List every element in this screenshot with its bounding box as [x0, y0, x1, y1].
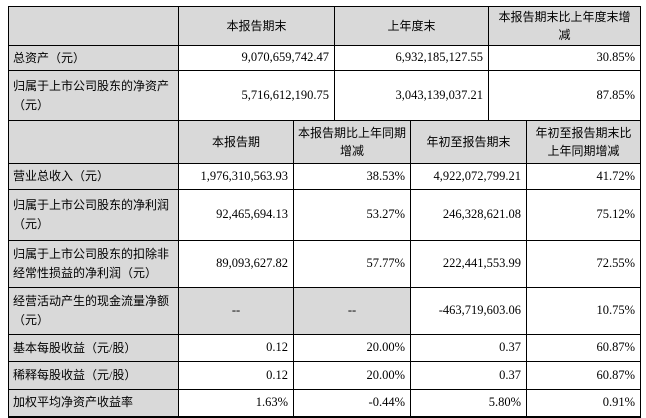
value-cell: 0.37: [410, 361, 527, 390]
value-cell: -0.44%: [293, 389, 411, 418]
value-cell: 75.12%: [526, 189, 641, 241]
table-header-row: 本报告期末 上年度末 本报告期末比上年度末增减: [8, 6, 641, 46]
corner-cell: [8, 120, 179, 164]
table-row: 加权平均净资产收益率 1.63% -0.44% 5.80% 0.91%: [8, 389, 641, 418]
table-row: 归属于上市公司股东的净利润（元） 92,465,694.13 53.27% 246,3…: [8, 189, 641, 241]
table-row: 基本每股收益（元/股） 0.12 20.00% 0.37 60.87%: [8, 334, 641, 362]
table-header-row: 本报告期 本报告期比上年同期增减 年初至报告期末 年初至报告期末比上年同期增减: [8, 120, 641, 164]
value-cell: 246,328,621.08: [410, 189, 527, 241]
column-header: 本报告期末: [178, 6, 335, 46]
value-cell: 0.12: [178, 334, 294, 362]
row-label: 加权平均净资产收益率: [8, 389, 179, 418]
column-header: 年初至报告期末: [410, 120, 527, 164]
value-cell: 0.91%: [526, 389, 641, 418]
period-income-financials-table: 本报告期 本报告期比上年同期增减 年初至报告期末 年初至报告期末比上年同期增减 营业总…: [8, 120, 641, 418]
row-label: 归属于上市公司股东的净利润（元）: [8, 189, 179, 241]
row-label: 营业总收入（元）: [8, 163, 179, 190]
column-header: 本报告期: [178, 120, 294, 164]
value-cell: 4,922,072,799.21: [410, 163, 527, 190]
row-label: 经营活动产生的现金流量净额（元）: [8, 287, 179, 335]
column-header: 本报告期末比上年度末增减: [488, 6, 641, 46]
value-cell: 30.85%: [488, 45, 641, 71]
value-cell: 3,043,139,037.21: [334, 70, 489, 121]
value-cell: 92,465,694.13: [178, 189, 294, 241]
value-cell: 10.75%: [526, 287, 641, 335]
column-header: 本报告期比上年同期增减: [293, 120, 411, 164]
table-row: 经营活动产生的现金流量净额（元） -- -- -463,719,603.06 10.75…: [8, 287, 641, 335]
table-row: 营业总收入（元） 1,976,310,563.93 38.53% 4,922,072,…: [8, 163, 641, 190]
empty-value-cell: --: [293, 287, 411, 335]
value-cell: 57.77%: [293, 240, 411, 288]
table-row: 总资产（元） 9,070,659,742.47 6,932,185,127.55 30…: [8, 45, 641, 71]
financial-summary-document: 本报告期末 上年度末 本报告期末比上年度末增减 总资产（元） 9,070,659,74…: [8, 6, 641, 418]
value-cell: 0.37: [410, 334, 527, 362]
value-cell: 53.27%: [293, 189, 411, 241]
value-cell: 60.87%: [526, 361, 641, 390]
value-cell: 20.00%: [293, 334, 411, 362]
row-label: 总资产（元）: [8, 45, 179, 71]
value-cell: 72.55%: [526, 240, 641, 288]
value-cell: 60.87%: [526, 334, 641, 362]
value-cell: 5.80%: [410, 389, 527, 418]
value-cell: -463,719,603.06: [410, 287, 527, 335]
period-end-financials-table: 本报告期末 上年度末 本报告期末比上年度末增减 总资产（元） 9,070,659,74…: [8, 6, 641, 121]
table-row: 稀释每股收益（元/股） 0.12 20.00% 0.37 60.87%: [8, 361, 641, 390]
corner-cell: [8, 6, 179, 46]
row-label: 归属于上市公司股东的扣除非经常性损益的净利润（元）: [8, 240, 179, 288]
value-cell: 87.85%: [488, 70, 641, 121]
table-row: 归属于上市公司股东的净资产（元） 5,716,612,190.75 3,043,13…: [8, 70, 641, 121]
value-cell: 5,716,612,190.75: [178, 70, 335, 121]
table-row: 归属于上市公司股东的扣除非经常性损益的净利润（元） 89,093,627.82 57…: [8, 240, 641, 288]
value-cell: 6,932,185,127.55: [334, 45, 489, 71]
value-cell: 20.00%: [293, 361, 411, 390]
column-header: 上年度末: [334, 6, 489, 46]
value-cell: 38.53%: [293, 163, 411, 190]
value-cell: 0.12: [178, 361, 294, 390]
row-label: 归属于上市公司股东的净资产（元）: [8, 70, 179, 121]
row-label: 基本每股收益（元/股）: [8, 334, 179, 362]
value-cell: 41.72%: [526, 163, 641, 190]
value-cell: 89,093,627.82: [178, 240, 294, 288]
row-label: 稀释每股收益（元/股）: [8, 361, 179, 390]
value-cell: 222,441,553.99: [410, 240, 527, 288]
value-cell: 9,070,659,742.47: [178, 45, 335, 71]
empty-value-cell: --: [178, 287, 294, 335]
column-header: 年初至报告期末比上年同期增减: [526, 120, 641, 164]
value-cell: 1.63%: [178, 389, 294, 418]
value-cell: 1,976,310,563.93: [178, 163, 294, 190]
